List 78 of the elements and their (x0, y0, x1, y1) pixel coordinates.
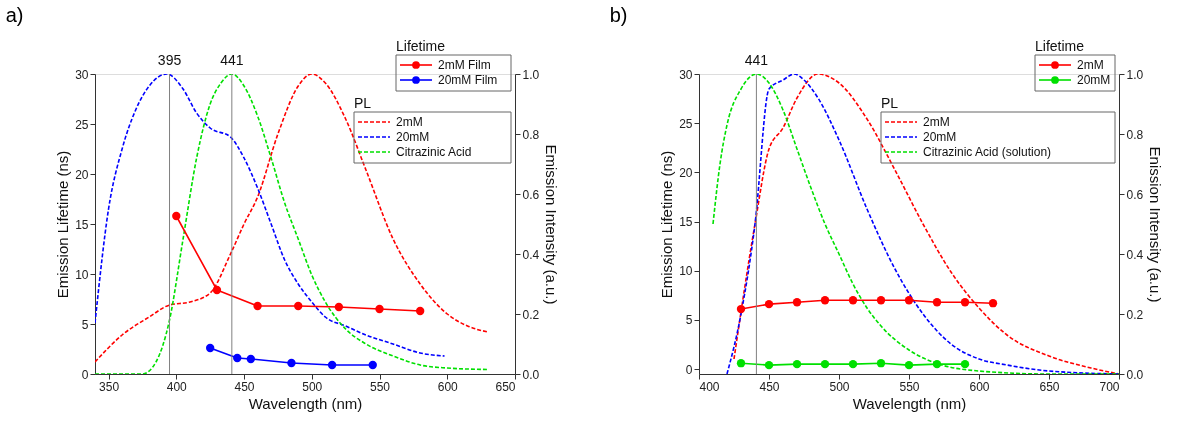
text: Lifetime (396, 38, 446, 54)
y2-tick-label: 0.2 (1126, 307, 1144, 322)
legend-label: 20mM (923, 130, 957, 144)
x-tick-label: 350 (99, 379, 120, 394)
y-axis-title: Emission Lifetime (ns) (658, 150, 676, 299)
y-tick-label: 30 (679, 67, 693, 82)
y2-tick-label: 0.6 (1126, 187, 1144, 202)
point (294, 301, 303, 311)
point (246, 354, 255, 364)
annotation: PL (881, 95, 899, 111)
point (287, 358, 296, 368)
y2-axis-title: Emission Intensity (a.u.) (543, 144, 561, 305)
x-tick-label: 450 (234, 379, 255, 394)
y-tick-label: 15 (75, 217, 89, 232)
ref-line-label: 441 (220, 52, 244, 68)
legend-label: 2mM (396, 115, 423, 129)
x-tick-label: 450 (759, 379, 780, 394)
point (415, 306, 425, 316)
y-tick-label: 10 (75, 267, 89, 282)
legend-label: 2mM (923, 115, 950, 129)
y-tick-label: 15 (679, 215, 693, 230)
annotation: PL (354, 95, 372, 111)
y-tick-label: 0 (685, 362, 693, 377)
x-tick-label: 500 (829, 379, 850, 394)
ref-line-label: 395 (157, 52, 182, 68)
legend-label: 20mM (1077, 73, 1111, 87)
y2-tick-label: 0.4 (522, 247, 540, 262)
x-axis-title: Wavelength (nm) (852, 394, 967, 412)
point (172, 211, 181, 221)
x-tick-label: 650 (495, 379, 516, 394)
y-tick-label: 25 (75, 117, 89, 132)
x-tick-label: 550 (899, 379, 920, 394)
chart-title: b) (609, 4, 628, 26)
x-tick-label: 600 (437, 379, 459, 394)
y2-tick-label: 0.2 (522, 307, 540, 322)
x-tick-label: 650 (1039, 379, 1060, 394)
y2-tick-label: 1.0 (522, 67, 540, 82)
y-tick-label: 20 (75, 167, 89, 182)
point (212, 285, 222, 295)
point (368, 360, 377, 370)
legend-label: Citrazinic Acid (396, 145, 472, 159)
legend-label: 20mM (396, 130, 430, 144)
y-tick-label: 0 (81, 367, 89, 382)
y-tick-label: 25 (679, 116, 693, 131)
y-tick-label: 5 (685, 313, 693, 328)
y2-tick-label: 0.6 (522, 187, 540, 202)
legend-label: Citrazinic Acid (solution) (923, 145, 1052, 159)
x-axis-title: Wavelength (nm) (248, 394, 363, 412)
y2-tick-label: 1.0 (1126, 67, 1144, 82)
legend-label: 2mM Film (438, 58, 491, 72)
ref-line-label: 441 (744, 52, 769, 68)
y2-tick-label: 0.0 (522, 367, 540, 382)
y2-tick-label: 0.0 (1126, 367, 1144, 382)
y-tick-label: 10 (679, 264, 693, 279)
legend-label: 20mM Film (438, 73, 498, 87)
y-tick-label: 5 (81, 317, 89, 332)
text: Lifetime (1035, 38, 1085, 54)
y2-axis-title: Enission Intensity (a.u.) (1147, 146, 1165, 303)
point (375, 304, 384, 314)
y2-tick-label: 0.4 (1126, 247, 1144, 262)
y-tick-label: 20 (679, 165, 693, 180)
x-tick-label: 600 (969, 379, 990, 394)
chart-title: a) (5, 4, 24, 26)
x-tick-label: 400 (166, 379, 188, 394)
x-tick-label: 500 (302, 379, 323, 394)
y-tick-label: 30 (75, 67, 89, 82)
point (253, 301, 262, 311)
y2-tick-label: 0.8 (522, 127, 540, 142)
point (327, 360, 337, 370)
x-tick-label: 700 (1099, 379, 1120, 394)
x-tick-label: 400 (699, 379, 720, 394)
point (233, 353, 242, 363)
x-tick-label: 550 (370, 379, 391, 394)
point (205, 343, 215, 353)
y-axis-title: Emission Lifetime (ns) (54, 150, 72, 299)
y2-tick-label: 0.8 (1126, 127, 1144, 142)
legend-label: 2mM (1077, 58, 1104, 72)
point (334, 302, 344, 312)
